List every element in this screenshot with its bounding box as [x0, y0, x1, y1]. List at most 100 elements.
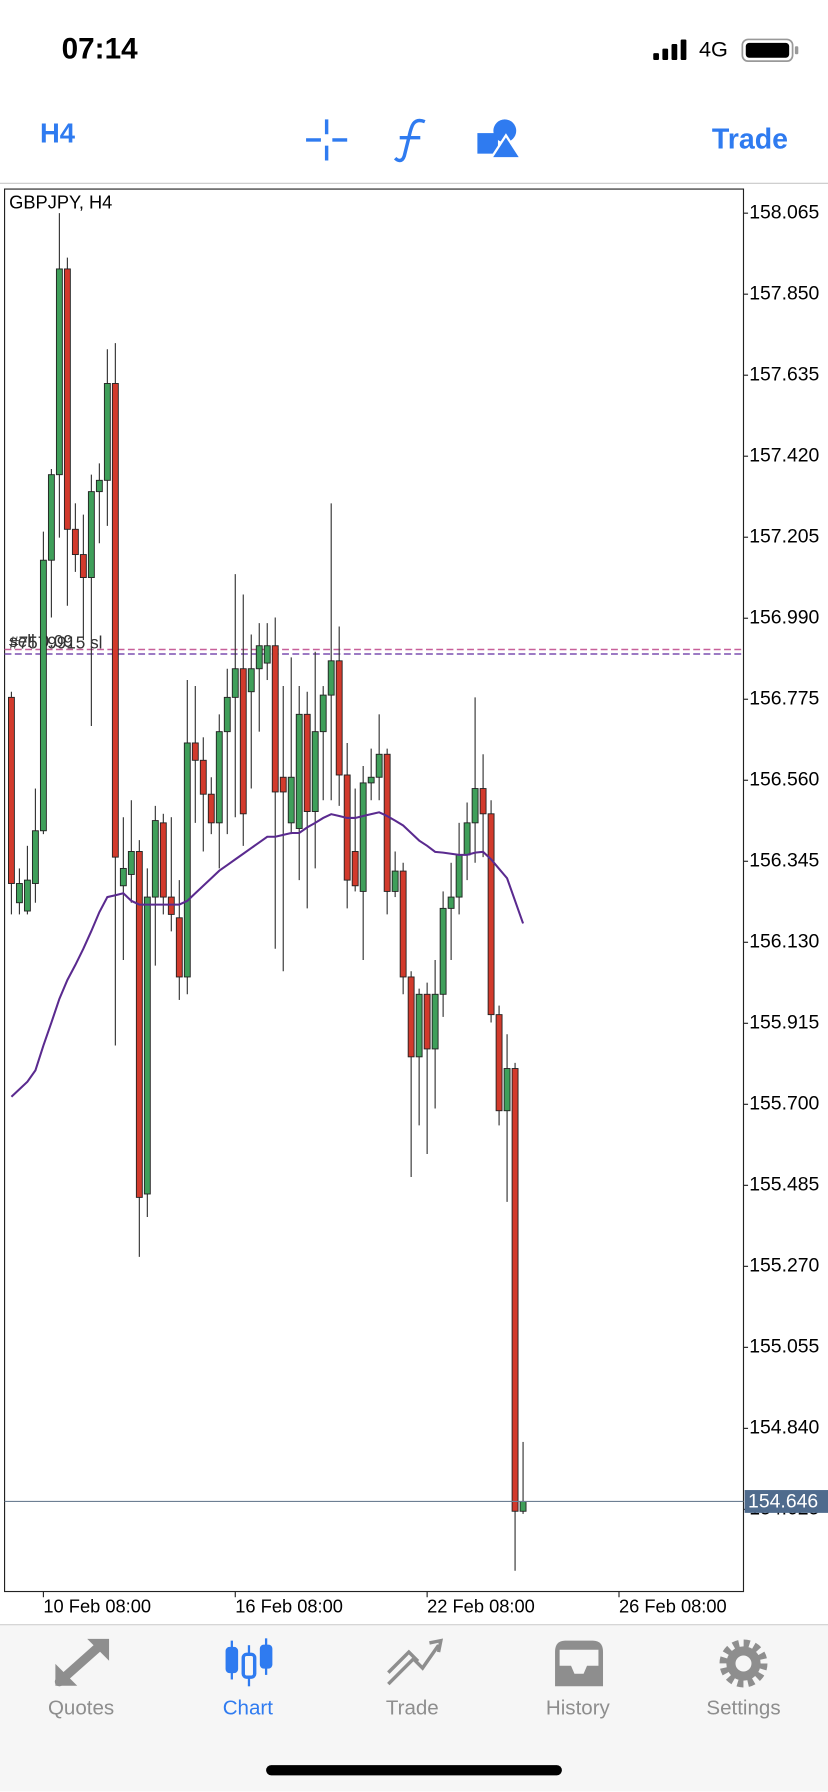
candle-body: [239, 668, 247, 815]
y-tick-label: 155.485: [749, 1173, 819, 1195]
current-price-label: 154.646: [748, 1491, 818, 1513]
candle-body: [351, 851, 359, 887]
tab-label[interactable]: Quotes: [48, 1697, 114, 1720]
moving-average: [10, 811, 525, 1098]
candle-body: [135, 851, 143, 1198]
candle-body: [359, 782, 367, 892]
candle-body: [31, 830, 39, 884]
candle-body: [263, 645, 271, 664]
y-tick-label: 156.775: [749, 687, 819, 709]
y-tick-label: 156.560: [749, 768, 819, 790]
candle-body: [447, 896, 455, 909]
battery-icon: [741, 38, 799, 63]
candle-body: [391, 870, 399, 892]
candle-body: [167, 896, 175, 915]
candle-body: [15, 883, 23, 904]
tab-bar: [0, 1624, 828, 1792]
candle-body: [295, 713, 303, 829]
candle-body: [183, 742, 191, 978]
trade-tab-icon[interactable]: [387, 1638, 444, 1686]
candle-body: [303, 713, 311, 812]
candle-body: [199, 759, 207, 795]
candle-body: [255, 645, 263, 670]
tab-label[interactable]: Settings: [706, 1697, 780, 1720]
candle-body: [487, 813, 495, 1016]
history-icon[interactable]: [555, 1640, 604, 1687]
candle-body: [519, 1501, 527, 1512]
candle-body: [287, 776, 295, 824]
candle-body: [159, 822, 167, 898]
candle-body: [23, 879, 31, 912]
candle-body: [95, 479, 103, 493]
candle-body: [439, 907, 447, 995]
candle-body: [103, 383, 111, 481]
tab-label[interactable]: History: [546, 1697, 611, 1720]
chart-icon[interactable]: [225, 1638, 273, 1687]
trade-button[interactable]: Trade: [712, 124, 788, 156]
x-tick-label: 16 Feb 08:00: [235, 1595, 343, 1616]
y-tick-label: 156.990: [749, 606, 819, 628]
y-tick-label: 156.130: [749, 930, 819, 952]
candle-body: [319, 694, 327, 733]
candle-body: [271, 645, 279, 793]
crosshair-button[interactable]: [306, 119, 348, 161]
y-tick-label: 157.420: [749, 444, 819, 466]
candle-body: [399, 870, 407, 978]
candle-body: [503, 1068, 511, 1112]
x-tick-label: 10 Feb 08:00: [43, 1595, 151, 1616]
candle-body: [71, 528, 79, 556]
candle-body: [343, 774, 351, 881]
candle-body: [191, 742, 199, 761]
candle-body: [215, 731, 223, 824]
candle-body: [207, 793, 215, 824]
candle-body: [223, 696, 231, 733]
candle-body: [311, 731, 319, 812]
candle-body: [335, 660, 343, 776]
candle-body: [7, 696, 15, 884]
candle-body: [55, 268, 63, 476]
candle-body: [431, 993, 439, 1050]
objects-button[interactable]: [477, 119, 523, 160]
plot-frame: [3, 188, 745, 1593]
candle-body: [87, 491, 95, 579]
candle-body: [471, 788, 479, 824]
candle-body: [119, 867, 127, 887]
chart-title: GBPJPY, H4: [9, 192, 112, 213]
order-label: #7579915 sl: [9, 632, 102, 652]
x-tick-label: 22 Feb 08:00: [427, 1595, 535, 1616]
candle-body: [415, 993, 423, 1058]
chart: 158.065 157.850 157.635 157.420 157.205 156.9…: [4, 201, 828, 1616]
candle-body: [175, 917, 183, 978]
timeframe-button[interactable]: H4: [40, 118, 76, 149]
y-tick-label: 157.205: [749, 525, 819, 547]
candle-body: [127, 851, 135, 875]
indicator-button[interactable]: [393, 118, 426, 163]
candle-body: [327, 660, 335, 696]
y-tick-label: 155.700: [749, 1092, 819, 1114]
current-price-box: [744, 1490, 828, 1513]
quotes-icon[interactable]: [54, 1638, 110, 1687]
candle-body: [111, 383, 119, 858]
y-tick-label: 155.915: [749, 1011, 819, 1033]
candle-body: [63, 268, 71, 530]
x-tick-label: 26 Feb 08:00: [619, 1595, 727, 1616]
y-tick-label: 155.055: [749, 1335, 819, 1357]
candle-body: [47, 474, 55, 561]
y-tick-label: 157.635: [749, 363, 819, 385]
y-tick-label: 156.345: [749, 849, 819, 871]
candle-body: [455, 854, 463, 898]
candle-body: [375, 753, 383, 778]
tab-label[interactable]: Chart: [223, 1697, 274, 1720]
candle-body: [247, 668, 255, 693]
tab-label[interactable]: Trade: [386, 1697, 439, 1720]
settings-icon[interactable]: [719, 1639, 768, 1688]
status-time: 07:14: [62, 33, 138, 66]
candle-body: [423, 993, 431, 1050]
candle-body: [383, 753, 391, 892]
y-tick-label: 154.840: [749, 1416, 819, 1438]
candle-body: [79, 554, 87, 578]
candle-body: [407, 976, 415, 1058]
y-tick-label: 158.065: [749, 201, 819, 223]
candle-body: [39, 559, 47, 832]
